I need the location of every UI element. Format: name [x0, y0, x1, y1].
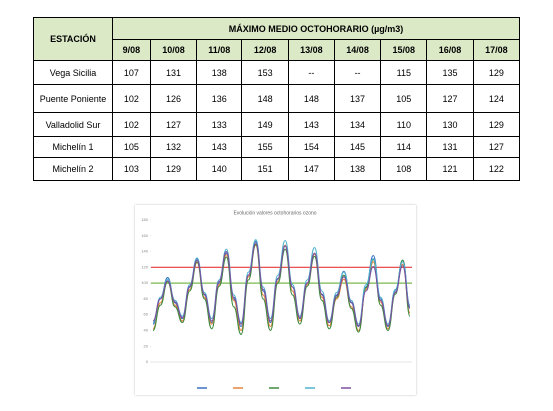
value-cell: -- — [287, 60, 335, 85]
value-cell: 134 — [333, 112, 382, 137]
value-cell: 130 — [426, 112, 474, 137]
value-cell: 127 — [426, 84, 474, 113]
value-cell: 108 — [380, 157, 428, 181]
value-cell: 131 — [426, 136, 474, 158]
y-tick-label: 40 — [144, 328, 149, 333]
value-cell: 138 — [196, 60, 243, 85]
value-cell: 143 — [196, 136, 243, 158]
y-tick-label: 140 — [141, 249, 148, 254]
value-cell: 105 — [112, 136, 151, 158]
value-cell: 110 — [380, 112, 428, 137]
value-cell: 140 — [196, 157, 243, 181]
y-tick-label: 180 — [141, 217, 148, 222]
value-cell: 126 — [149, 84, 198, 113]
data-row: Puente Poniente 102 126 136 148 148 137 105 127 1… — [33, 84, 521, 113]
y-tick-label: 80 — [144, 296, 149, 301]
value-cell: 138 — [333, 157, 382, 181]
station-cell: Michelín 2 — [33, 157, 113, 181]
date-header: 15/08 — [380, 39, 428, 61]
station-cell: Puente Poniente — [33, 84, 113, 113]
value-cell: 129 — [149, 157, 198, 181]
value-cell: 102 — [112, 84, 151, 113]
value-cell: 103 — [112, 157, 151, 181]
date-header: 13/08 — [287, 39, 335, 61]
value-cell: 129 — [472, 60, 521, 85]
value-cell: 147 — [287, 157, 335, 181]
value-cell: 121 — [426, 157, 474, 181]
station-cell: Michelín 1 — [33, 136, 113, 158]
header-row: ESTACIÓN MÁXIMO MEDIO OCTOHORARIO (µg/m3) — [33, 17, 520, 61]
date-header: 11/08 — [196, 39, 243, 61]
value-cell: 143 — [287, 112, 335, 137]
group-header: MÁXIMO MEDIO OCTOHORARIO (µg/m3) — [112, 17, 520, 40]
station-cell: Valladolid Sur — [33, 112, 113, 137]
date-header: 12/08 — [241, 39, 289, 61]
date-header: 16/08 — [426, 39, 474, 61]
value-cell: 135 — [426, 60, 474, 85]
value-cell: 114 — [380, 136, 428, 158]
station-cell: Vega Sicilia — [33, 60, 113, 85]
y-tick-label: 120 — [141, 264, 148, 269]
data-row: Michelín 2 103 129 140 151 147 138 108 121 122 — [33, 157, 521, 181]
y-tick-label: 60 — [144, 312, 149, 317]
value-cell: 124 — [472, 84, 521, 113]
date-header: 9/08 — [112, 39, 151, 61]
date-header: 17/08 — [472, 39, 521, 61]
value-cell: 132 — [149, 136, 198, 158]
value-cell: -- — [333, 60, 382, 85]
value-cell: 136 — [196, 84, 243, 113]
value-cell: 149 — [241, 112, 289, 137]
value-cell: 151 — [241, 157, 289, 181]
data-row: Michelín 1 105 132 143 155 154 145 114 131 127 — [33, 136, 521, 158]
date-header: 14/08 — [333, 39, 382, 61]
value-cell: 105 — [380, 84, 428, 113]
value-cell: 155 — [241, 136, 289, 158]
value-cell: 129 — [472, 112, 521, 137]
y-tick-label: 160 — [141, 233, 148, 238]
value-cell: 127 — [472, 136, 521, 158]
value-cell: 148 — [241, 84, 289, 113]
value-cell: 145 — [333, 136, 382, 158]
y-tick-label: 20 — [144, 343, 149, 348]
value-cell: 148 — [287, 84, 335, 113]
value-cell: 122 — [472, 157, 521, 181]
series-line — [152, 242, 411, 327]
value-cell: 137 — [333, 84, 382, 113]
value-cell: 115 — [380, 60, 428, 85]
chart: Evolución valores octohorarios ozono 0 20… — [135, 205, 416, 395]
value-cell: 133 — [196, 112, 243, 137]
data-row: Valladolid Sur 102 127 133 149 143 134 110 130 12… — [33, 112, 521, 137]
y-tick-label: 0 — [146, 359, 149, 364]
station-header: ESTACIÓN — [33, 17, 113, 61]
data-row: Vega Sicilia 107 131 138 153 -- -- 115 135 129 — [33, 60, 521, 85]
chart-title: Evolución valores octohorarios ozono — [233, 210, 316, 216]
value-cell: 131 — [149, 60, 198, 85]
value-cell: 154 — [287, 136, 335, 158]
value-cell: 102 — [112, 112, 151, 137]
date-header: 10/08 — [149, 39, 198, 61]
y-tick-label: 100 — [141, 280, 148, 285]
ozone-table: ESTACIÓN MÁXIMO MEDIO OCTOHORARIO (µg/m3)… — [33, 17, 521, 181]
value-cell: 107 — [112, 60, 151, 85]
value-cell: 127 — [149, 112, 198, 137]
value-cell: 153 — [241, 60, 289, 85]
